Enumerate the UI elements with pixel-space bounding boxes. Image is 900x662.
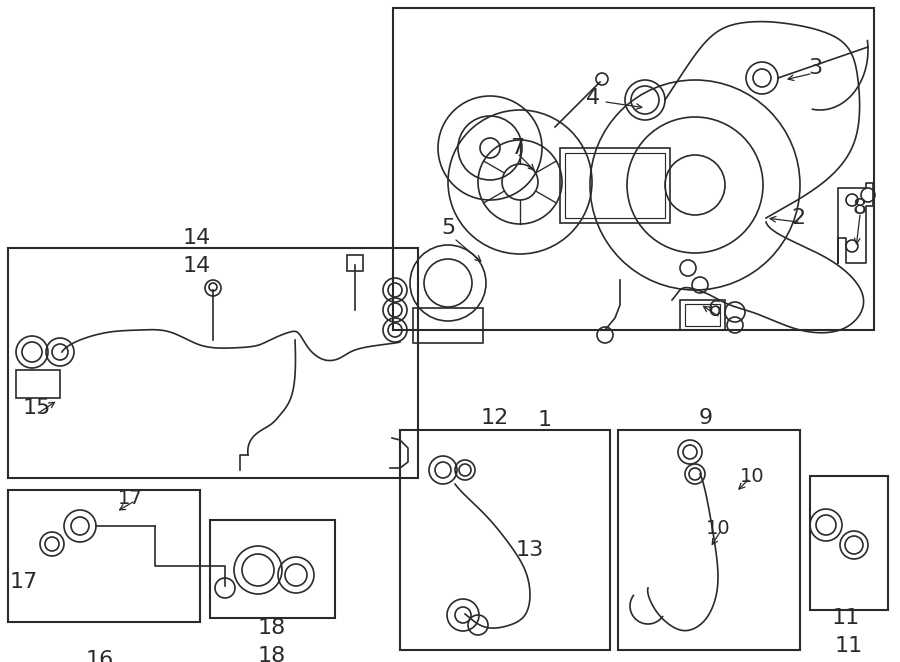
Text: 12: 12 (481, 408, 509, 428)
Bar (16, 370, 60, 398)
Text: 9: 9 (699, 408, 713, 428)
Text: 11: 11 (835, 636, 863, 656)
Bar (210, 520, 335, 618)
Bar (810, 476, 888, 610)
Text: 11: 11 (832, 608, 860, 628)
Bar (618, 430, 800, 650)
Text: 7: 7 (510, 138, 524, 158)
Text: 16: 16 (86, 650, 114, 662)
Text: 10: 10 (706, 518, 730, 538)
Text: 6: 6 (708, 300, 722, 320)
Text: 4: 4 (586, 88, 600, 108)
Circle shape (596, 73, 608, 85)
Bar (560, 148, 670, 223)
Bar (685, 304, 720, 326)
Text: 14: 14 (183, 256, 212, 276)
Bar (413, 308, 483, 343)
Text: 13: 13 (516, 540, 544, 560)
Text: 17: 17 (10, 572, 38, 592)
Bar (8, 248, 418, 478)
Text: 8: 8 (853, 198, 867, 218)
Bar (565, 153, 665, 218)
Text: 10: 10 (740, 467, 764, 485)
Text: 14: 14 (183, 228, 212, 248)
Bar (400, 430, 610, 650)
Text: 18: 18 (258, 646, 286, 662)
Bar (8, 490, 200, 622)
Text: 17: 17 (118, 489, 142, 508)
Text: 15: 15 (22, 398, 51, 418)
Bar (680, 300, 725, 330)
Text: 3: 3 (808, 58, 822, 78)
Text: 18: 18 (258, 618, 286, 638)
Bar (393, 8, 874, 330)
Text: 2: 2 (791, 208, 806, 228)
Text: 5: 5 (441, 218, 455, 238)
Bar (347, 255, 363, 271)
Text: 1: 1 (538, 410, 552, 430)
